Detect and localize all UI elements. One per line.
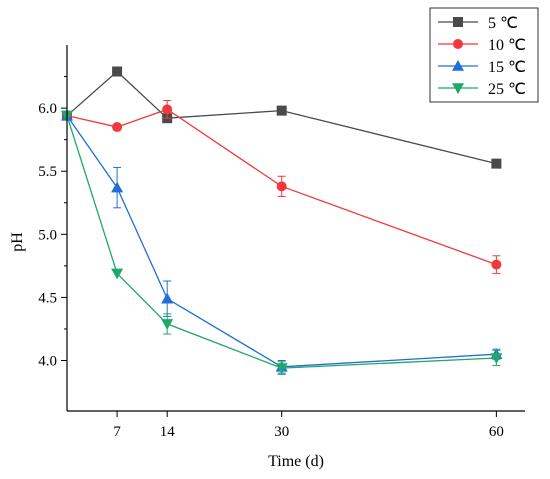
legend-swatch-marker xyxy=(452,60,464,71)
y-tick-label: 5.5 xyxy=(38,164,57,180)
legend-label: 10 ℃ xyxy=(488,37,526,54)
data-point xyxy=(112,66,123,77)
data-point xyxy=(111,268,124,280)
x-tick-label: 60 xyxy=(489,424,504,440)
legend-swatch-marker xyxy=(453,39,463,49)
data-point xyxy=(111,181,124,193)
data-point xyxy=(491,158,502,169)
y-tick-label: 4.0 xyxy=(38,354,57,370)
legend-item: 25 ℃ xyxy=(438,81,526,98)
y-tick-label: 6.0 xyxy=(38,101,57,117)
axes-layer: 7 14 30 60 4.0 4.5 5.0 5.5 6.0 xyxy=(38,45,525,440)
data-point xyxy=(490,353,503,364)
legend-label: 15 ℃ xyxy=(488,59,526,76)
legend-item: 15 ℃ xyxy=(438,59,526,76)
legend-swatch-marker xyxy=(453,17,463,27)
legend-item: 5 ℃ xyxy=(438,15,518,32)
x-axis-title: Time (d) xyxy=(268,453,324,470)
data-point xyxy=(276,181,287,192)
data-point xyxy=(161,292,174,304)
legend-label: 25 ℃ xyxy=(488,81,526,98)
x-tick-label: 14 xyxy=(160,424,176,440)
series-1 xyxy=(62,100,502,274)
data-point xyxy=(161,319,174,330)
y-axis-title: pH xyxy=(9,232,26,252)
data-point xyxy=(275,363,288,375)
data-point xyxy=(276,105,287,116)
data-point xyxy=(491,259,502,270)
data-point xyxy=(112,122,123,133)
series-line xyxy=(66,115,497,369)
data-point xyxy=(162,104,173,115)
y-tick-label: 4.5 xyxy=(38,290,57,306)
series-3 xyxy=(61,110,503,375)
x-tick-label: 7 xyxy=(113,424,121,440)
x-tick-label: 30 xyxy=(274,424,289,440)
legend: 5 ℃ 10 ℃ 15 ℃ 25 ℃ xyxy=(429,7,539,103)
legend-item: 10 ℃ xyxy=(438,37,526,54)
legend-label: 5 ℃ xyxy=(488,15,518,32)
legend-frame xyxy=(429,7,539,103)
y-tick-label: 5.0 xyxy=(38,227,57,243)
legend-swatch-marker xyxy=(452,83,464,94)
series-layer xyxy=(61,66,503,375)
